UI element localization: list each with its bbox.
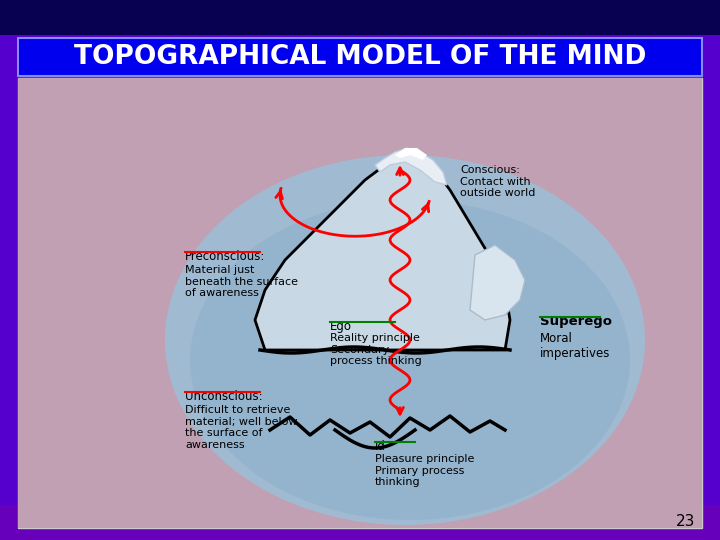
Text: TOPOGRAPHICAL MODEL OF THE MIND: TOPOGRAPHICAL MODEL OF THE MIND [74,44,646,70]
Bar [18,78,702,528]
Text: Pleasure principle
Primary process
thinking: Pleasure principle Primary process think… [375,454,474,487]
Text: Material just
beneath the surface
of awareness: Material just beneath the surface of awa… [185,265,298,298]
Polygon shape [470,245,525,320]
Polygon shape [375,148,447,185]
Bar [0,0,720,35]
Text: Id: Id [375,440,386,453]
Text: Reality principle
Secondary
process thinking: Reality principle Secondary process thin… [330,333,422,366]
Text: Conscious:
Contact with
outside world: Conscious: Contact with outside world [460,165,536,198]
Text: Difficult to retrieve
material; well below
the surface of
awareness: Difficult to retrieve material; well bel… [185,405,297,450]
Bar [0,35,720,505]
Text: Superego: Superego [540,315,612,328]
Polygon shape [395,148,427,160]
Bar [18,38,702,76]
Text: Preconscious:: Preconscious: [185,250,266,263]
Bar [0,505,720,540]
Polygon shape [255,155,510,350]
Text: Ego: Ego [330,320,352,333]
Ellipse shape [190,200,630,520]
Ellipse shape [165,155,645,525]
Text: Unconscious:: Unconscious: [185,390,263,403]
Text: Moral
imperatives: Moral imperatives [540,332,611,360]
Bar [18,78,702,528]
Text: 23: 23 [675,515,695,530]
